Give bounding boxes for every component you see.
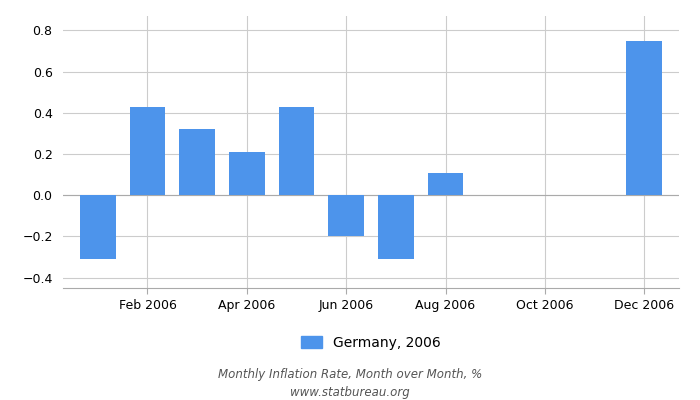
Text: Monthly Inflation Rate, Month over Month, %: Monthly Inflation Rate, Month over Month…: [218, 368, 482, 381]
Bar: [130, 107, 165, 195]
Bar: [428, 173, 463, 195]
Bar: [626, 41, 662, 195]
Bar: [179, 129, 215, 195]
Bar: [80, 195, 116, 259]
Text: www.statbureau.org: www.statbureau.org: [290, 386, 410, 399]
Bar: [378, 195, 414, 259]
Bar: [328, 195, 364, 236]
Bar: [229, 152, 265, 195]
Legend: Germany, 2006: Germany, 2006: [295, 330, 447, 356]
Bar: [279, 107, 314, 195]
